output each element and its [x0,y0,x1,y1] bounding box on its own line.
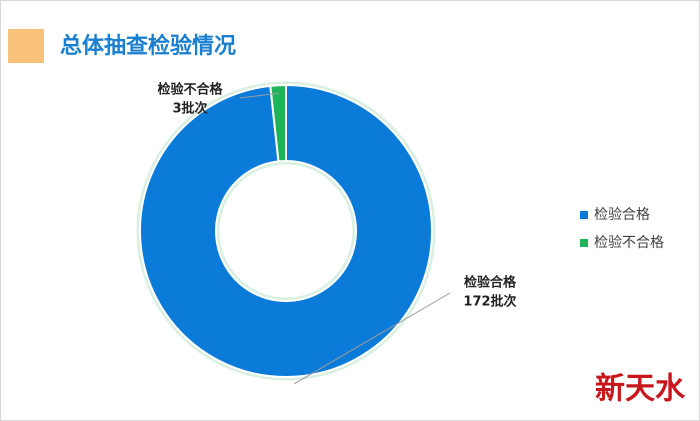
donut-slice [139,83,433,378]
chart-title: 总体抽查检验情况 [60,33,236,59]
legend-swatch [580,211,588,219]
donut-halo [136,81,436,381]
data-label-value: 172批次 [463,294,516,310]
data-label-category: 检验合格 [464,275,517,291]
leader-line [239,92,279,99]
legend-label: 检验合格 [594,207,650,223]
legend-swatch [580,239,588,247]
donut-inner-halo [216,161,356,301]
data-label-category: 检验不合格 [157,82,223,98]
watermark: 新天水 [595,372,686,407]
leader-line [293,292,451,385]
title-marker [8,29,44,63]
legend-label: 检验不合格 [594,235,664,251]
data-label-value: 3批次 [172,101,207,117]
donut-slice [269,83,287,163]
